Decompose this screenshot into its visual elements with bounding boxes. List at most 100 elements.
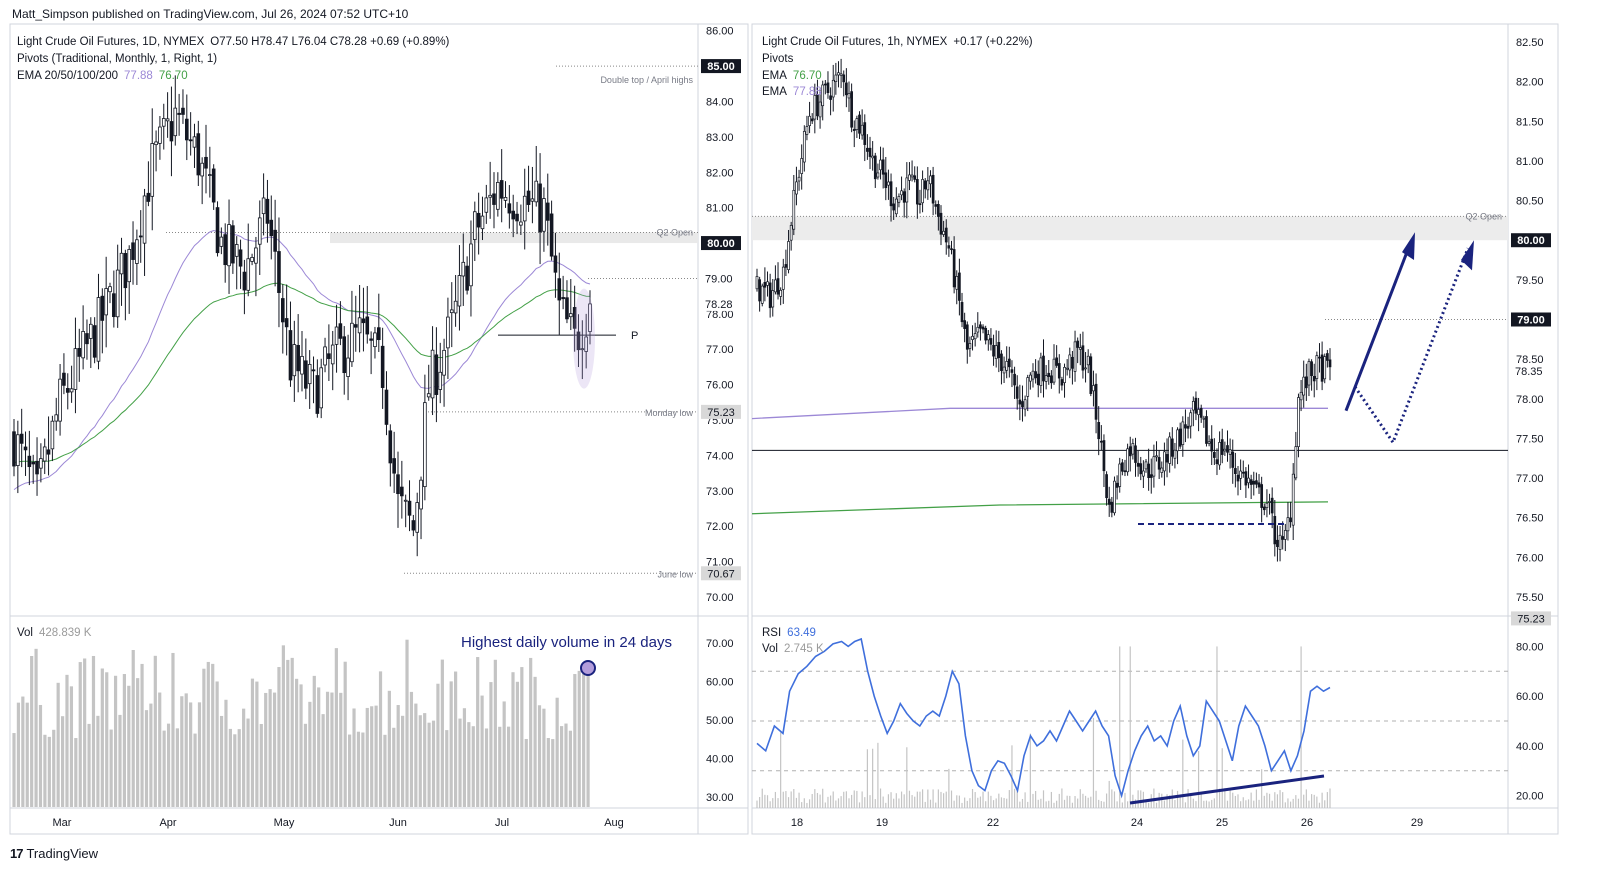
daily-volume-bar [184, 693, 188, 807]
hourly-volume-bar [795, 797, 798, 808]
daily-volume-bar [317, 687, 321, 807]
daily-y-tick: 78.00 [706, 309, 734, 321]
hourly-candle-body [1015, 386, 1019, 399]
hourly-candle-body [1249, 479, 1253, 485]
hourly-candle-body [1036, 373, 1040, 386]
hourly-volume-bar [774, 791, 776, 808]
daily-candle-body [50, 420, 55, 450]
hourly-x-tick: 19 [876, 817, 888, 829]
daily-candle-body [576, 331, 581, 351]
daily-candle-body [315, 375, 320, 414]
daily-candle-body [131, 242, 135, 260]
rsi-y-tick: 20.00 [1516, 791, 1544, 803]
hourly-volume-bar [927, 789, 929, 808]
daily-volume-bar [546, 738, 550, 807]
hourly-volume-bar [1148, 802, 1150, 808]
hourly-volume-bar [806, 802, 808, 808]
daily-volume-bar [153, 655, 157, 807]
daily-candle-body [542, 198, 546, 232]
hourly-volume-bar [977, 797, 979, 808]
hourly-candle-body [1105, 474, 1108, 499]
hourly-candle-body [1199, 408, 1203, 418]
daily-volume-bar [467, 722, 471, 807]
hourly-volume-bar [1274, 792, 1276, 808]
hourly-volume-bar [1108, 780, 1110, 808]
hourly-volume-bar [1268, 793, 1271, 808]
hourly-volume-bar [1282, 792, 1284, 808]
daily-candle-body [142, 195, 147, 244]
daily-frame [9, 23, 749, 835]
hourly-candle-body [1218, 441, 1221, 466]
price-badge [701, 404, 741, 419]
daily-annotations: Double top / April highs Q2 Open Monday lo… [573, 75, 693, 676]
daily-volume-bar [60, 716, 65, 807]
daily-y-tick: 70.00 [706, 592, 734, 604]
daily-volume-bar [16, 702, 21, 807]
hourly-volume-bar [887, 794, 890, 808]
hourly-candle-body [1000, 353, 1003, 371]
daily-volume-bar [237, 729, 241, 807]
daily-volume-bar [423, 713, 427, 807]
hourly-candle-body [1060, 379, 1064, 386]
daily-volume-bar [396, 705, 400, 807]
hourly-y-tick: 78.00 [1516, 394, 1544, 406]
hourly-candle-body [968, 343, 972, 349]
hourly-volume-bar [1053, 802, 1055, 808]
hourly-volume-bar [856, 790, 858, 808]
hourly-candle-body [918, 203, 922, 206]
hourly-y-tick: 76.50 [1516, 513, 1544, 525]
daily-candle-body [81, 331, 85, 359]
hourly-volume-bar [890, 792, 892, 808]
hourly-candle-body [897, 196, 901, 203]
daily-q2-zone [330, 232, 698, 244]
hourly-volume-bar [1266, 792, 1268, 808]
hourly-volume-bar [900, 791, 903, 808]
hourly-candle-body [1026, 377, 1030, 397]
hourly-candle-body [1202, 417, 1206, 420]
daily-candle-body [499, 180, 504, 199]
hourly-volume-bar [1211, 799, 1213, 808]
daily-ema-green [13, 282, 591, 464]
daily-candle-body [219, 236, 224, 247]
daily-volume-bar [65, 674, 69, 807]
hourly-candle-body [821, 84, 825, 107]
hourly-volume-bar [1219, 788, 1221, 808]
daily-volume-bar [462, 708, 467, 807]
hourly-volume-bar [1066, 795, 1068, 808]
hourly-candle-body [779, 289, 783, 297]
hourly-volume-bar [1155, 802, 1158, 808]
hourly-volume-bar [969, 798, 971, 808]
hourly-candle-body [1136, 462, 1140, 467]
daily-candle-body [569, 313, 573, 318]
hourly-candle-body [1078, 347, 1082, 350]
hourly-candle-body [855, 118, 859, 130]
daily-volume-bar [529, 657, 533, 807]
daily-x-tick: Jul [495, 817, 509, 829]
hourly-volume-bar [816, 792, 819, 808]
hourly-candle-body [1270, 497, 1274, 514]
hourly-volume-bar [874, 799, 876, 808]
daily-volume-bar [586, 673, 590, 807]
hourly-candle-body [921, 179, 924, 204]
projection-arrow-dotted [1353, 247, 1470, 446]
daily-candle-body [181, 107, 185, 115]
daily-candle-body [365, 316, 370, 335]
hourly-annotations: Q2 Open [1129, 211, 1502, 805]
hourly-volume-bar [1008, 790, 1010, 808]
daily-volume-bar [409, 691, 414, 807]
hourly-volume-bar [1311, 794, 1313, 808]
hourly-candle-body [842, 74, 846, 83]
daily-candle-body [211, 168, 216, 203]
hourly-volume-bar [1116, 801, 1118, 808]
daily-candle-body [65, 388, 70, 393]
hourly-candle-body [1068, 354, 1072, 371]
hourly-volume-bar [1071, 802, 1074, 808]
hourly-volume-bar [953, 800, 955, 808]
daily-volume-bar [498, 726, 502, 807]
daily-volume-bar [418, 715, 422, 807]
hourly-price-axis: 82.50 82.00 81.50 81.00 80.50 80.00 79.50 79.00… [1511, 37, 1551, 803]
daily-volume-bar [374, 705, 378, 807]
daily-candle-body [58, 378, 62, 422]
daily-volume-bar [290, 657, 294, 807]
daily-candle-body [376, 327, 381, 341]
